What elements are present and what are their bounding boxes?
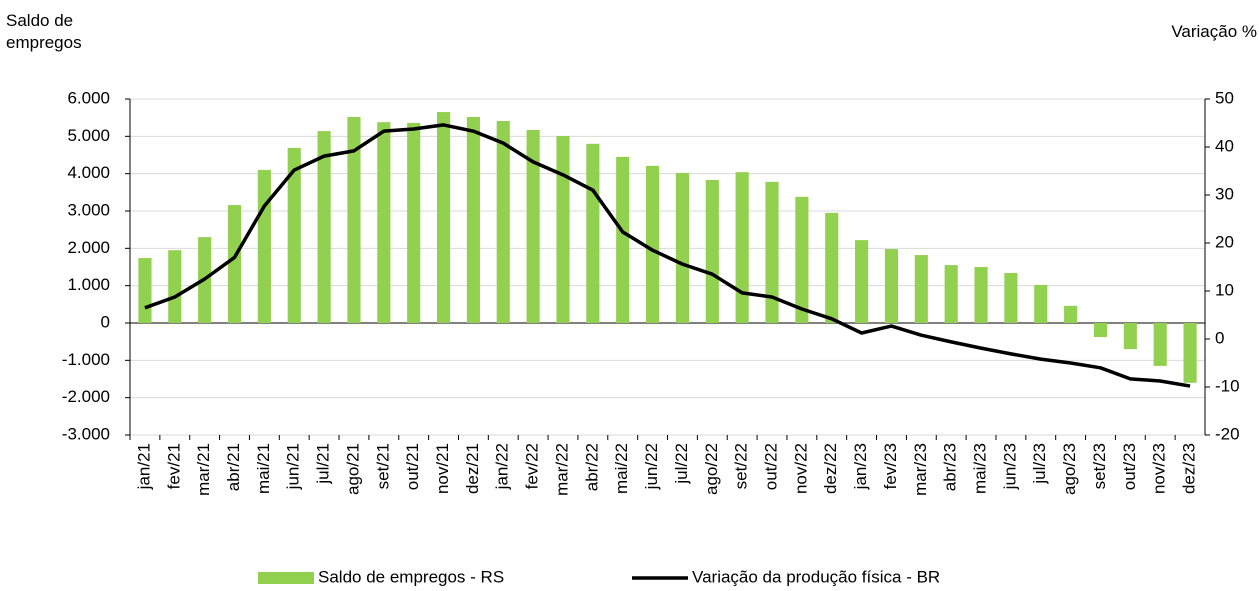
bar	[287, 147, 301, 323]
bar	[257, 169, 271, 323]
x-tick-label: mai/21	[254, 443, 273, 494]
bar	[407, 122, 421, 323]
bar	[855, 240, 869, 323]
bar	[377, 122, 391, 323]
x-tick-label: mar/23	[911, 443, 930, 496]
y-tick-label: 5.000	[67, 126, 110, 145]
x-tick-label: jul/21	[314, 443, 333, 485]
x-tick-label: abr/23	[941, 443, 960, 491]
y-tick-label: 3.000	[67, 200, 110, 219]
bar	[735, 172, 749, 323]
y2-tick-label: 50	[1215, 88, 1234, 107]
y2-tick-label: 20	[1215, 232, 1234, 251]
legend-label: Saldo de empregos - RS	[318, 567, 504, 586]
bar	[765, 181, 779, 323]
y2-tick-label: -20	[1215, 424, 1240, 443]
bar	[556, 135, 570, 323]
x-tick-label: mar/22	[552, 443, 571, 496]
x-tick-label: out/23	[1120, 443, 1139, 490]
x-tick-label: jun/22	[642, 443, 661, 490]
x-tick-label: set/21	[373, 443, 392, 489]
y-tick-label: 2.000	[67, 238, 110, 257]
x-tick-label: dez/22	[821, 443, 840, 494]
x-tick-label: ago/22	[702, 443, 721, 495]
bar	[227, 205, 242, 323]
x-tick-label: out/22	[761, 443, 780, 490]
x-tick-label: dez/23	[1180, 443, 1199, 494]
x-tick-label: jul/23	[1030, 443, 1049, 485]
bar	[496, 121, 510, 323]
bar	[138, 258, 152, 323]
y-tick-label: 0	[101, 312, 110, 331]
bar	[347, 116, 361, 323]
x-tick-label: fev/22	[523, 443, 542, 489]
y2-tick-label: 30	[1215, 184, 1234, 203]
bar	[1093, 323, 1108, 337]
y2-axis-title: Variação %	[1171, 22, 1257, 41]
x-tick-label: jul/22	[672, 443, 691, 485]
bar	[586, 143, 600, 323]
bar	[317, 131, 331, 323]
bar	[825, 212, 839, 323]
x-tick-label: jun/23	[1000, 443, 1019, 490]
y-tick-label: -2.000	[62, 387, 110, 406]
x-tick-label: abr/22	[582, 443, 601, 491]
x-tick-label: fev/23	[881, 443, 900, 489]
bar	[675, 172, 689, 323]
bar	[1004, 272, 1018, 323]
bar	[646, 165, 660, 323]
x-tick-label: jan/23	[851, 443, 870, 490]
x-tick-label: abr/21	[224, 443, 243, 491]
bar	[1034, 284, 1048, 323]
y-tick-label: 6.000	[67, 88, 110, 107]
x-tick-label: jan/21	[134, 443, 153, 490]
y-tick-label: 1.000	[67, 275, 110, 294]
y-tick-label: 4.000	[67, 163, 110, 182]
x-tick-label: ago/21	[343, 443, 362, 495]
bar	[914, 255, 928, 323]
bar	[168, 250, 182, 323]
x-tick-label: fev/21	[164, 443, 183, 489]
y-tick-label: -3.000	[62, 424, 110, 443]
bar	[1123, 323, 1137, 350]
y2-tick-label: 40	[1215, 136, 1234, 155]
bar	[616, 156, 630, 323]
bar	[436, 112, 451, 323]
bar	[526, 129, 540, 323]
bar	[795, 196, 809, 323]
x-tick-label: nov/21	[433, 443, 452, 494]
x-tick-label: mai/23	[971, 443, 990, 494]
bar	[1153, 323, 1167, 366]
x-tick-label: jan/22	[493, 443, 512, 490]
x-tick-label: nov/22	[791, 443, 810, 494]
x-tick-label: mar/21	[194, 443, 213, 496]
x-tick-label: set/22	[732, 443, 751, 489]
y2-tick-label: 10	[1215, 280, 1234, 299]
line	[144, 123, 1191, 388]
x-tick-label: dez/21	[463, 443, 482, 494]
x-tick-label: mai/22	[612, 443, 631, 494]
x-tick-label: set/23	[1090, 443, 1109, 489]
legend-swatch	[258, 572, 314, 584]
bar	[1064, 305, 1078, 323]
x-tick-label: nov/23	[1150, 443, 1169, 494]
bar	[705, 180, 719, 323]
y2-tick-label: -10	[1215, 376, 1240, 395]
x-tick-label: jun/21	[284, 443, 303, 490]
y2-tick-label: 0	[1215, 328, 1224, 347]
bar	[944, 265, 958, 323]
x-tick-label: ago/23	[1060, 443, 1079, 495]
x-tick-label: out/21	[403, 443, 422, 490]
bar	[1183, 323, 1197, 383]
bar	[974, 267, 988, 323]
y-axis-title: Saldo de empregos	[6, 11, 82, 52]
legend-label: Variação da produção física - BR	[692, 567, 940, 586]
bar	[466, 116, 480, 323]
y-tick-label: -1.000	[62, 350, 110, 369]
bar	[884, 249, 899, 323]
